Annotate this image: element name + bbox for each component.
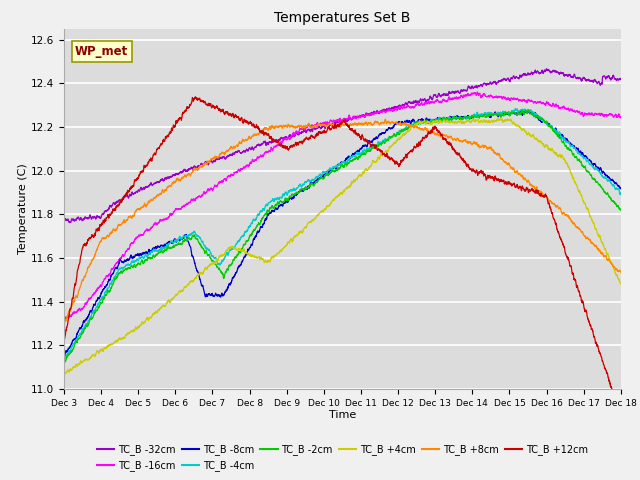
- TC_B +12cm: [216, 107, 223, 112]
- TC_B +8cm: [60, 319, 68, 325]
- TC_B -32cm: [216, 156, 223, 161]
- TC_B -32cm: [406, 100, 414, 106]
- Legend: TC_B -32cm, TC_B -16cm, TC_B -8cm, TC_B -4cm, TC_B -2cm, TC_B +4cm, TC_B +8cm, T: TC_B -32cm, TC_B -16cm, TC_B -8cm, TC_B …: [93, 441, 592, 475]
- TC_B -4cm: [406, 123, 414, 129]
- TC_B -4cm: [179, 233, 187, 239]
- TC_B -4cm: [397, 129, 404, 134]
- TC_B +4cm: [564, 163, 572, 169]
- TC_B +4cm: [61, 371, 68, 377]
- TC_B -2cm: [60, 360, 68, 366]
- TC_B +8cm: [216, 152, 223, 157]
- TC_B -16cm: [60, 315, 68, 321]
- TC_B +4cm: [180, 287, 188, 292]
- Line: TC_B -16cm: TC_B -16cm: [64, 92, 621, 319]
- TC_B -16cm: [617, 115, 625, 120]
- TC_B +4cm: [216, 253, 223, 259]
- Y-axis label: Temperature (C): Temperature (C): [19, 163, 28, 254]
- TC_B -2cm: [617, 207, 625, 213]
- TC_B -2cm: [564, 145, 572, 151]
- TC_B +12cm: [179, 110, 187, 116]
- TC_B -2cm: [179, 238, 187, 244]
- TC_B -4cm: [564, 140, 572, 145]
- TC_B -32cm: [564, 73, 572, 79]
- TC_B +4cm: [497, 116, 504, 121]
- Line: TC_B +8cm: TC_B +8cm: [64, 119, 621, 323]
- TC_B +4cm: [397, 134, 404, 140]
- Line: TC_B -8cm: TC_B -8cm: [64, 111, 621, 358]
- TC_B +4cm: [406, 125, 414, 131]
- TC_B -8cm: [617, 186, 625, 192]
- TC_B +8cm: [180, 175, 188, 180]
- TC_B +12cm: [617, 412, 625, 418]
- Line: TC_B -4cm: TC_B -4cm: [64, 108, 621, 362]
- TC_B +8cm: [617, 269, 625, 275]
- TC_B -8cm: [617, 185, 625, 191]
- TC_B +12cm: [564, 254, 572, 260]
- TC_B -16cm: [406, 104, 414, 110]
- TC_B -32cm: [397, 104, 404, 109]
- TC_B +8cm: [397, 121, 404, 127]
- TC_B -2cm: [397, 128, 404, 134]
- TC_B +12cm: [617, 412, 625, 418]
- TC_B +12cm: [60, 338, 68, 344]
- TC_B -32cm: [60, 218, 68, 224]
- TC_B -32cm: [65, 220, 73, 226]
- TC_B +8cm: [60, 320, 68, 325]
- TC_B -16cm: [474, 89, 481, 95]
- TC_B +4cm: [617, 280, 625, 286]
- TC_B -16cm: [216, 180, 223, 185]
- TC_B -8cm: [525, 108, 532, 114]
- Line: TC_B -32cm: TC_B -32cm: [64, 69, 621, 223]
- TC_B +4cm: [617, 281, 625, 287]
- Line: TC_B +12cm: TC_B +12cm: [64, 97, 621, 415]
- TC_B +8cm: [617, 269, 625, 275]
- TC_B -8cm: [397, 121, 404, 127]
- TC_B -4cm: [216, 262, 223, 267]
- TC_B -2cm: [216, 266, 223, 272]
- TC_B -16cm: [617, 114, 625, 120]
- TC_B +12cm: [617, 411, 625, 417]
- TC_B -16cm: [397, 104, 404, 109]
- TC_B +4cm: [60, 371, 68, 377]
- TC_B +8cm: [407, 122, 415, 128]
- TC_B -4cm: [511, 106, 519, 111]
- TC_B -4cm: [617, 190, 625, 196]
- TC_B +8cm: [564, 212, 572, 218]
- TC_B -16cm: [180, 204, 188, 209]
- TC_B -8cm: [60, 355, 68, 360]
- TC_B -4cm: [617, 191, 625, 197]
- TC_B -32cm: [180, 168, 188, 174]
- TC_B +8cm: [381, 116, 389, 122]
- TC_B -2cm: [406, 122, 414, 128]
- TC_B +12cm: [191, 94, 199, 100]
- Title: Temperatures Set B: Temperatures Set B: [274, 11, 411, 25]
- Line: TC_B -2cm: TC_B -2cm: [64, 110, 621, 363]
- TC_B -4cm: [60, 359, 68, 365]
- X-axis label: Time: Time: [329, 410, 356, 420]
- TC_B -8cm: [179, 235, 187, 240]
- Line: TC_B +4cm: TC_B +4cm: [64, 119, 621, 374]
- TC_B +12cm: [406, 148, 414, 154]
- TC_B -16cm: [62, 316, 70, 322]
- TC_B +12cm: [397, 159, 404, 165]
- TC_B -2cm: [617, 207, 625, 213]
- TC_B -8cm: [406, 120, 414, 126]
- TC_B -2cm: [525, 107, 532, 113]
- TC_B -8cm: [564, 139, 572, 144]
- TC_B -32cm: [543, 66, 550, 72]
- TC_B -32cm: [617, 75, 625, 81]
- TC_B -16cm: [564, 105, 572, 111]
- TC_B -8cm: [216, 293, 223, 299]
- Text: WP_met: WP_met: [75, 45, 129, 58]
- TC_B -32cm: [617, 76, 625, 82]
